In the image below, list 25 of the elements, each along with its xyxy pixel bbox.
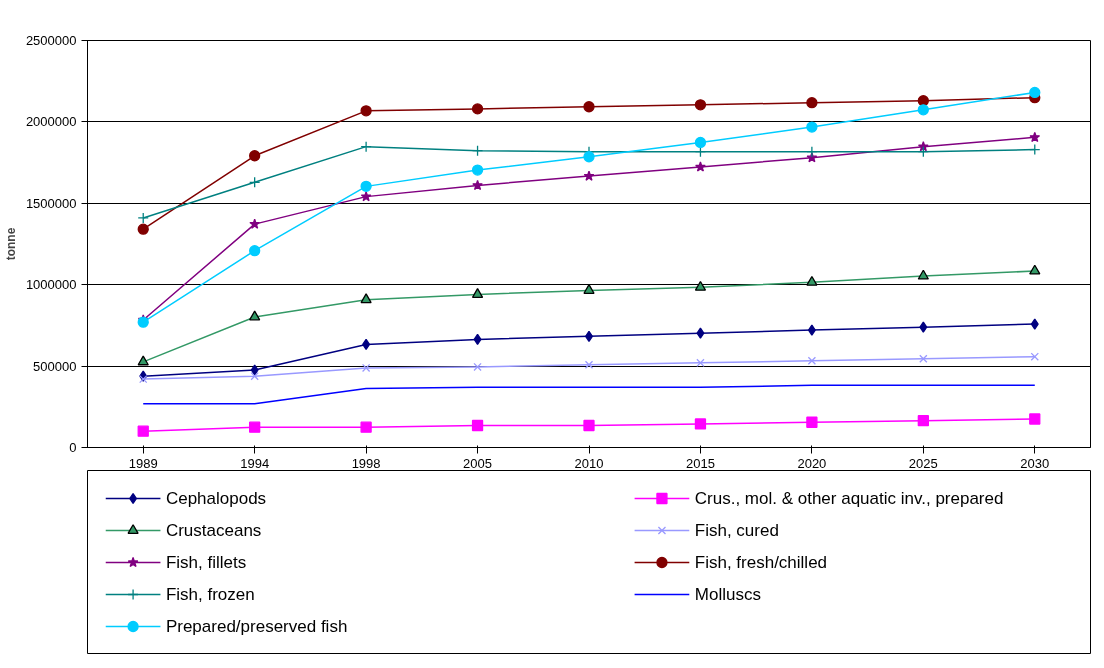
x-tick-label: 2015 bbox=[685, 455, 715, 471]
x-tick-label: 1989 bbox=[128, 455, 158, 471]
x-tick-label: 2020 bbox=[797, 455, 827, 471]
x-tick-label: 2010 bbox=[574, 455, 604, 471]
y-tick-label: 1000000 bbox=[25, 277, 77, 293]
x-tick-label: 2030 bbox=[1020, 455, 1050, 471]
legend-label: Molluscs bbox=[694, 585, 761, 604]
legend-label: Prepared/preserved fish bbox=[165, 617, 348, 636]
y-tick-label: 2000000 bbox=[25, 114, 77, 130]
y-tick-label: 2500000 bbox=[25, 33, 77, 48]
legend-label: Fish, cured bbox=[694, 521, 779, 540]
y-tick-label: 500000 bbox=[33, 358, 77, 374]
legend-label: Cephalopods bbox=[165, 489, 267, 508]
legend-label: Fish, fillets bbox=[165, 553, 247, 572]
x-tick-label: 2025 bbox=[908, 455, 938, 471]
y-tick-label: 0 bbox=[69, 440, 77, 455]
y-axis-title: tonne bbox=[3, 227, 18, 261]
x-tick-label: 1998 bbox=[351, 455, 381, 471]
y-tick-label: 1500000 bbox=[25, 195, 77, 211]
x-tick-label: 2005 bbox=[463, 455, 493, 471]
legend-label: Crustaceans bbox=[165, 521, 262, 540]
x-tick-label: 1994 bbox=[240, 455, 270, 471]
legend-label: Crus., mol. & other aquatic inv., prepared bbox=[694, 489, 1004, 508]
legend-label: Fish, fresh/chilled bbox=[694, 553, 828, 572]
legend-label: Fish, frozen bbox=[165, 585, 255, 604]
